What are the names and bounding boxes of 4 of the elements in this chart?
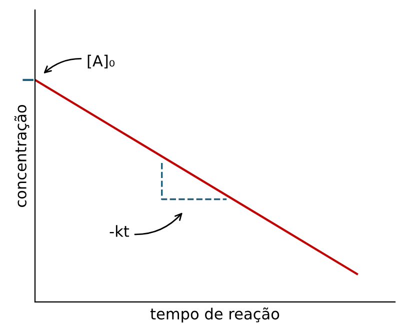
x-axis-title: tempo de reação xyxy=(150,307,280,323)
y-axis-title: concentração xyxy=(14,104,30,207)
text: [A]₀ xyxy=(88,54,114,68)
annotation: -kt xyxy=(110,225,130,237)
